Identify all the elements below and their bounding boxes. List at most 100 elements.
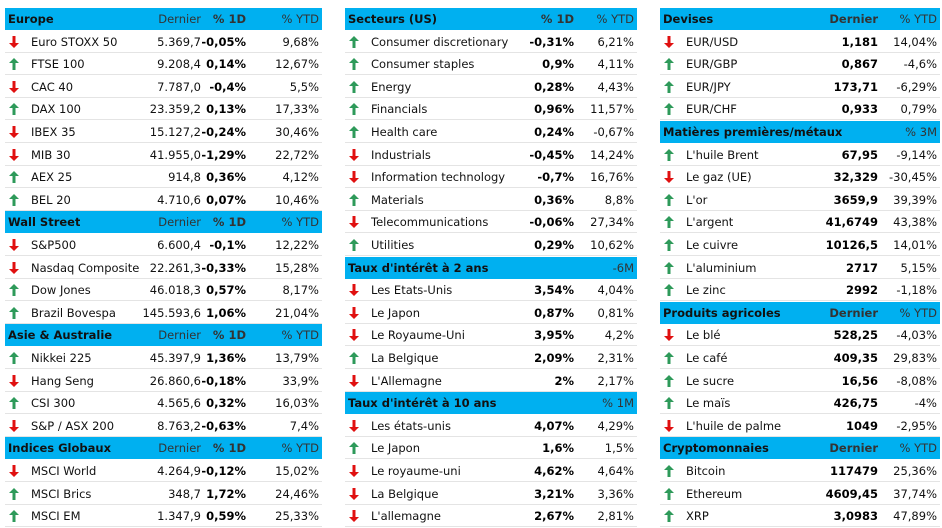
section-header: Europe Dernier % 1D % YTD bbox=[5, 8, 322, 30]
instrument-name: Le Royaume-Uni bbox=[371, 328, 465, 343]
value-cell: 14,04% bbox=[893, 34, 937, 49]
section-header: Wall Street Dernier % 1D % YTD bbox=[5, 211, 322, 234]
column-header: % 3M bbox=[905, 125, 937, 139]
value-cell: 27,34% bbox=[590, 215, 634, 230]
instrument-name: Le royaume-uni bbox=[371, 464, 461, 478]
instrument-name: Le maïs bbox=[686, 396, 731, 411]
arrow-up bbox=[664, 239, 674, 251]
arrow-down bbox=[349, 148, 359, 161]
arrow-down bbox=[349, 419, 359, 432]
market-row: Le royaume-uni 4,62% 4,64% bbox=[345, 460, 637, 482]
value-cell: 0,32% bbox=[206, 396, 246, 411]
value-cell: 3,0983 bbox=[833, 509, 878, 524]
instrument-name: Health care bbox=[371, 125, 438, 139]
value-cell: -0,06% bbox=[529, 215, 574, 230]
market-row: Les Etats-Unis 3,54% 4,04% bbox=[345, 279, 637, 302]
value-cell: 41.955,0 bbox=[149, 147, 201, 162]
column-header: % YTD bbox=[899, 12, 938, 26]
market-row: DAX 100 23.359,2 0,13% 17,33% bbox=[5, 98, 322, 121]
section-title: Matières premières/métaux bbox=[663, 125, 843, 139]
instrument-name: L'aluminium bbox=[686, 260, 757, 275]
value-cell: -0,31% bbox=[529, 34, 574, 49]
value-cell: 2,81% bbox=[597, 509, 634, 524]
value-cell: 16,03% bbox=[275, 396, 319, 411]
value-cell: 5,15% bbox=[900, 260, 937, 275]
arrow-up bbox=[664, 216, 674, 229]
value-cell: 5.369,7 bbox=[157, 34, 201, 49]
market-row: L'huile Brent 67,95 -9,14% bbox=[660, 144, 940, 166]
arrow-up bbox=[664, 487, 674, 500]
value-cell: 25,33% bbox=[275, 509, 319, 524]
arrow-up bbox=[9, 58, 19, 71]
arrow-down bbox=[9, 419, 19, 432]
market-row: Euro STOXX 50 5.369,7 -0,05% 9,68% bbox=[5, 31, 322, 53]
section-header: Devises Dernier % YTD bbox=[660, 8, 940, 30]
value-cell: 8,17% bbox=[282, 283, 319, 298]
market-row: Le gaz (UE) 32,329 -30,45% bbox=[660, 166, 940, 189]
value-cell: 4,29% bbox=[597, 418, 634, 433]
instrument-name: Le sucre bbox=[686, 373, 735, 388]
value-cell: 12,67% bbox=[275, 57, 319, 72]
column-header: % YTD bbox=[596, 12, 635, 26]
instrument-name: L'or bbox=[686, 192, 708, 207]
arrow-up bbox=[9, 487, 19, 500]
column-header: % 1D bbox=[212, 441, 246, 456]
column-header: % YTD bbox=[899, 305, 938, 320]
arrow-down bbox=[349, 374, 359, 387]
market-row: La Belgique 2,09% 2,31% bbox=[345, 347, 637, 369]
market-row: Information technology -0,7% 16,76% bbox=[345, 166, 637, 189]
value-cell: -0,63% bbox=[201, 418, 246, 433]
market-row: L'aluminium 2717 5,15% bbox=[660, 257, 940, 279]
arrow-up bbox=[664, 352, 674, 364]
arrow-up bbox=[664, 374, 674, 387]
arrow-down bbox=[349, 171, 359, 184]
value-cell: 26.860,6 bbox=[149, 373, 201, 388]
instrument-name: L'huile de palme bbox=[686, 418, 782, 433]
value-cell: -0,67% bbox=[593, 125, 634, 139]
market-row: Telecommunications -0,06% 27,34% bbox=[345, 211, 637, 234]
arrow-up bbox=[9, 284, 19, 297]
market-row: Consumer staples 0,9% 4,11% bbox=[345, 53, 637, 76]
section-header: Taux d'intérêt à 2 ans -6M bbox=[345, 256, 637, 279]
column-header: % 1D bbox=[212, 328, 246, 343]
market-row: MSCI World 4.264,9 -0,12% 15,02% bbox=[5, 460, 322, 482]
instrument-name: MSCI World bbox=[31, 464, 97, 478]
value-cell: 67,95 bbox=[841, 147, 878, 162]
value-cell: 3659,9 bbox=[833, 192, 878, 207]
instrument-name: MIB 30 bbox=[31, 147, 71, 162]
instrument-name: XRP bbox=[686, 509, 709, 524]
section-title: Devises bbox=[663, 12, 714, 26]
section-header: Matières premières/métaux % 3M bbox=[660, 121, 940, 143]
instrument-name: L'allemagne bbox=[371, 509, 441, 524]
market-row: Health care 0,24% -0,67% bbox=[345, 121, 637, 143]
market-row: CSI 300 4.565,6 0,32% 16,03% bbox=[5, 392, 322, 415]
section-title: Wall Street bbox=[8, 215, 81, 230]
value-cell: 4.710,6 bbox=[157, 192, 201, 207]
value-cell: 14,01% bbox=[893, 238, 937, 252]
value-cell: 4,04% bbox=[597, 283, 634, 298]
value-cell: 1,181 bbox=[841, 34, 878, 49]
instrument-name: Le zinc bbox=[686, 283, 726, 298]
arrow-up bbox=[349, 126, 359, 138]
instrument-name: Utilities bbox=[371, 238, 415, 252]
value-cell: 25,36% bbox=[893, 464, 937, 478]
value-cell: 6,21% bbox=[597, 34, 634, 49]
value-cell: 22.261,3 bbox=[149, 260, 201, 275]
value-cell: 2717 bbox=[845, 260, 878, 275]
value-cell: -9,14% bbox=[896, 147, 937, 162]
value-cell: 16,56 bbox=[841, 373, 878, 388]
value-cell: 4609,45 bbox=[825, 486, 878, 501]
market-row: La Belgique 3,21% 3,36% bbox=[345, 483, 637, 505]
market-row: EUR/GBP 0,867 -4,6% bbox=[660, 53, 940, 76]
value-cell: 8.763,2 bbox=[157, 418, 201, 433]
instrument-name: Bitcoin bbox=[686, 464, 726, 478]
value-cell: -0,24% bbox=[201, 125, 246, 139]
value-cell: 21,04% bbox=[275, 305, 319, 320]
value-cell: 32,329 bbox=[833, 170, 878, 185]
section-header: Secteurs (US) % 1D % YTD bbox=[345, 8, 637, 30]
value-cell: 4,64% bbox=[597, 464, 634, 478]
arrow-down bbox=[349, 487, 359, 500]
instrument-name: MSCI EM bbox=[31, 509, 81, 524]
instrument-name: EUR/GBP bbox=[686, 57, 738, 72]
column-header: % YTD bbox=[899, 441, 938, 456]
